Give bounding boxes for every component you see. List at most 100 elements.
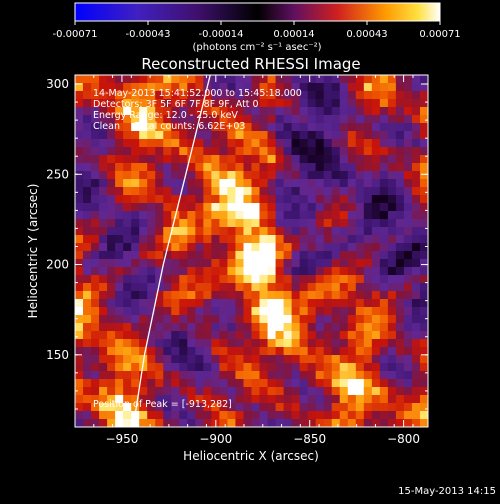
heatmap-cell — [275, 267, 285, 276]
heatmap-cell — [107, 187, 116, 196]
heatmap-cell — [315, 131, 325, 140]
heatmap-cell — [411, 347, 421, 356]
heatmap-cell — [355, 147, 365, 156]
heatmap-cell — [171, 131, 180, 140]
heatmap-cell — [99, 315, 108, 324]
heatmap-cell — [307, 243, 317, 252]
heatmap-cell — [307, 299, 317, 308]
heatmap-cell — [107, 339, 116, 348]
heatmap-cell — [299, 147, 309, 156]
heatmap-cell — [123, 379, 132, 388]
heatmap-cell — [243, 227, 253, 236]
heatmap-cell — [243, 123, 253, 132]
heatmap-cell — [403, 139, 413, 148]
heatmap-cell — [91, 339, 100, 348]
heatmap-cell — [307, 211, 317, 220]
heatmap-cell — [291, 323, 301, 332]
heatmap-cell — [187, 195, 196, 204]
heatmap-cell — [323, 355, 333, 364]
heatmap-cell — [83, 379, 92, 388]
heatmap-cell — [155, 227, 164, 236]
heatmap-cell — [347, 339, 357, 348]
heatmap-cell — [283, 315, 293, 324]
heatmap-cell — [275, 203, 285, 212]
heatmap-cell — [315, 83, 325, 92]
heatmap-cell — [395, 107, 405, 116]
heatmap-cell — [363, 139, 373, 148]
heatmap-cell — [147, 219, 156, 228]
heatmap-cell — [387, 163, 397, 172]
heatmap-cell — [131, 339, 140, 348]
heatmap-cell — [227, 123, 237, 132]
heatmap-cell — [251, 115, 261, 124]
heatmap-cell — [75, 419, 84, 427]
heatmap-cell — [195, 371, 204, 380]
heatmap-cell — [155, 267, 164, 276]
heatmap-cell — [251, 123, 261, 132]
heatmap-cell — [379, 139, 389, 148]
heatmap-cell — [115, 123, 124, 132]
heatmap-cell — [91, 219, 100, 228]
heatmap-cell — [275, 75, 285, 84]
heatmap-cell — [331, 387, 341, 396]
heatmap-cell — [347, 227, 357, 236]
heatmap-cell — [291, 243, 301, 252]
heatmap-cell — [187, 403, 196, 412]
heatmap-cell — [355, 195, 365, 204]
heatmap-cell — [115, 379, 124, 388]
heatmap-cell — [403, 147, 413, 156]
heatmap-cell — [131, 139, 140, 148]
heatmap-cell — [123, 267, 132, 276]
heatmap-cell — [243, 379, 253, 388]
heatmap-cell — [179, 155, 188, 164]
heatmap-cell — [347, 91, 357, 100]
heatmap-cell — [243, 75, 253, 84]
heatmap-cell — [203, 107, 212, 116]
heatmap-cell — [419, 275, 428, 284]
heatmap-cell — [131, 195, 140, 204]
heatmap-cell — [243, 219, 253, 228]
heatmap-cell — [147, 259, 156, 268]
heatmap-cell — [291, 419, 301, 427]
heatmap-cell — [251, 307, 261, 316]
heatmap-cell — [75, 291, 84, 300]
heatmap-cell — [235, 363, 245, 372]
heatmap-cell — [211, 315, 221, 324]
heatmap-cell — [155, 275, 164, 284]
heatmap-cell — [299, 331, 309, 340]
heatmap-cell — [291, 379, 301, 388]
heatmap-cell — [203, 99, 212, 108]
heatmap-cell — [243, 203, 253, 212]
heatmap-cell — [251, 419, 261, 427]
heatmap-cell — [419, 355, 428, 364]
heatmap-cell — [379, 211, 389, 220]
heatmap-cell — [267, 163, 277, 172]
heatmap-cell — [283, 299, 293, 308]
heatmap-cell — [243, 155, 253, 164]
heatmap-cell — [83, 243, 92, 252]
heatmap-cell — [219, 363, 229, 372]
heatmap-cell — [147, 395, 156, 404]
heatmap-cell — [139, 371, 148, 380]
heatmap-cell — [371, 147, 381, 156]
heatmap-cell — [411, 139, 421, 148]
heatmap-cell — [75, 355, 84, 364]
heatmap-cell — [395, 403, 405, 412]
heatmap-cell — [291, 107, 301, 116]
heatmap-cell — [275, 91, 285, 100]
heatmap-cell — [251, 395, 261, 404]
heatmap-cell — [227, 227, 237, 236]
heatmap-cell — [299, 283, 309, 292]
heatmap-cell — [115, 403, 124, 412]
heatmap-cell — [211, 267, 221, 276]
heatmap-cell — [171, 219, 180, 228]
heatmap-cell — [179, 363, 188, 372]
heatmap-cell — [123, 363, 132, 372]
heatmap-cell — [219, 99, 229, 108]
heatmap-cell — [187, 291, 196, 300]
heatmap-cell — [395, 347, 405, 356]
heatmap-cell — [179, 307, 188, 316]
heatmap-cell — [91, 395, 100, 404]
heatmap-cell — [99, 155, 108, 164]
heatmap-cell — [379, 219, 389, 228]
